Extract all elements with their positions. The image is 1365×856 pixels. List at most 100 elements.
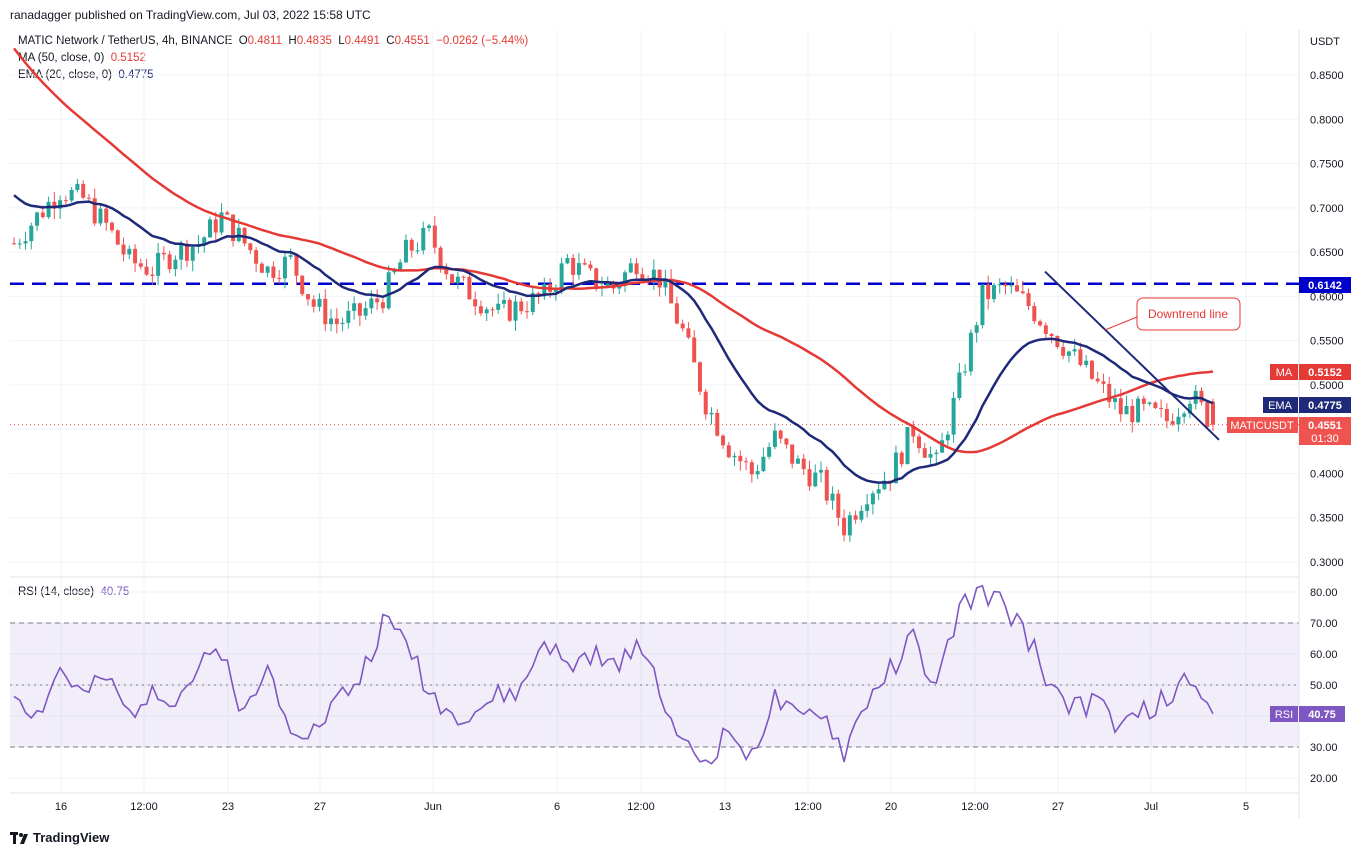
tradingview-brand: TradingView (33, 830, 110, 845)
rsi-line[interactable] (13, 584, 1214, 765)
candle-body (865, 504, 870, 511)
candles[interactable] (12, 179, 1215, 543)
candle-body (173, 259, 178, 270)
candle-body (1032, 306, 1037, 322)
price-tick: 0.6500 (1310, 247, 1344, 259)
downtrend-annotation[interactable]: Downtrend line (1104, 297, 1241, 331)
candle-body (1084, 360, 1089, 365)
level-badge-bg (1299, 277, 1351, 293)
candle-body (473, 299, 478, 307)
candle-body (236, 227, 241, 242)
price-badge[interactable]: MATICUSDT 0.4551 01:30 (1227, 417, 1351, 445)
candle-body (334, 318, 339, 325)
candle-body (340, 322, 345, 325)
candle-body (190, 247, 195, 261)
downtrend-line[interactable] (1044, 270, 1220, 441)
candle-body (1015, 285, 1020, 292)
annotation-box (1136, 297, 1241, 331)
candle-body (121, 244, 126, 255)
ema-badge-value: 0.4775 (1308, 400, 1342, 412)
candle-body (69, 189, 74, 201)
candle-body (1089, 360, 1094, 379)
candle-body (1009, 285, 1014, 287)
countdown-value: 01:30 (1311, 433, 1339, 445)
time-tick: 12:00 (961, 801, 989, 813)
candle-body (744, 461, 749, 463)
candle-body (450, 274, 455, 284)
candle-body (311, 299, 316, 307)
candle-body (432, 225, 437, 248)
rsi-badge[interactable]: RSI 40.75 (1270, 706, 1345, 722)
time-tick: Jul (1144, 801, 1158, 813)
candle-body (968, 332, 973, 372)
candle-body (767, 446, 772, 457)
candle-body (300, 275, 305, 295)
candle-body (386, 272, 391, 309)
candle-body (421, 227, 426, 251)
symbol-legend[interactable]: MATIC Network / TetherUS, 4h, BINANCE O0… (18, 35, 528, 47)
price-tick: 0.3500 (1310, 513, 1344, 525)
candle-body (813, 472, 818, 487)
ma-legend-value: 0.5152 (110, 52, 146, 64)
candle-body (219, 212, 224, 233)
candle-body (127, 248, 132, 255)
candle-body (455, 276, 460, 284)
time-tick: 23 (222, 801, 234, 813)
candle-body (1072, 349, 1077, 352)
ma-badge-tag-bg (1270, 364, 1298, 380)
candle-body (271, 266, 276, 278)
candle-body (52, 201, 57, 209)
candle-body (86, 197, 91, 199)
candle-body (369, 298, 374, 309)
price-tick: 0.7000 (1310, 203, 1344, 215)
candle-body (1043, 325, 1048, 334)
candle-body (1095, 378, 1100, 382)
rsi-badge-bg (1299, 706, 1345, 722)
candle-body (715, 412, 720, 436)
candle-body (259, 263, 264, 273)
candle-body (709, 412, 714, 415)
currency-label: USDT (1310, 36, 1340, 48)
candle-body (1101, 381, 1106, 384)
ma-badge-bg (1299, 364, 1351, 380)
candle-body (761, 456, 766, 472)
candle-body (790, 444, 795, 464)
candle-body (870, 493, 875, 505)
ma-line[interactable] (13, 47, 1214, 454)
candle-body (807, 469, 812, 487)
candle-body (1187, 403, 1192, 414)
symbol-tag-bg (1227, 417, 1298, 433)
close-value: 0.4551 (394, 35, 430, 47)
candle-body (484, 309, 489, 314)
ema-badge[interactable]: EMA 0.4775 (1263, 397, 1351, 413)
candle-body (248, 243, 253, 251)
candle-body (265, 266, 270, 273)
candle-body (104, 208, 109, 223)
candle-body (1159, 407, 1164, 409)
ma-badge[interactable]: MA 0.5152 (1270, 364, 1351, 380)
candle-body (795, 458, 800, 464)
candle-body (179, 243, 184, 260)
candle-body (35, 212, 40, 226)
candle-body (651, 269, 656, 281)
tradingview-footer[interactable]: TradingView (10, 830, 109, 845)
candle-body (974, 325, 979, 333)
candle-body (323, 298, 328, 325)
annotation-text: Downtrend line (1148, 307, 1228, 321)
ema-line[interactable] (13, 194, 1214, 484)
time-axis-ticks: 16 12:00 23 27 Jun 6 12:00 13 12:00 20 12:00 27 Jul 5 (55, 801, 1249, 813)
candle-body (98, 208, 103, 224)
candle-body (559, 263, 564, 289)
candle-body (403, 239, 408, 263)
candle-body (778, 430, 783, 439)
level-badge[interactable]: 0.6142 (1299, 277, 1351, 293)
candle-body (352, 303, 357, 311)
symbol-name: MATIC Network / TetherUS, 4h, BINANCE (18, 35, 233, 47)
candle-body (288, 255, 293, 257)
candle-body (317, 298, 322, 307)
candle-body (363, 308, 368, 316)
level-badge-value: 0.6142 (1308, 280, 1342, 292)
candle-body (680, 323, 685, 329)
candle-body (294, 255, 299, 276)
